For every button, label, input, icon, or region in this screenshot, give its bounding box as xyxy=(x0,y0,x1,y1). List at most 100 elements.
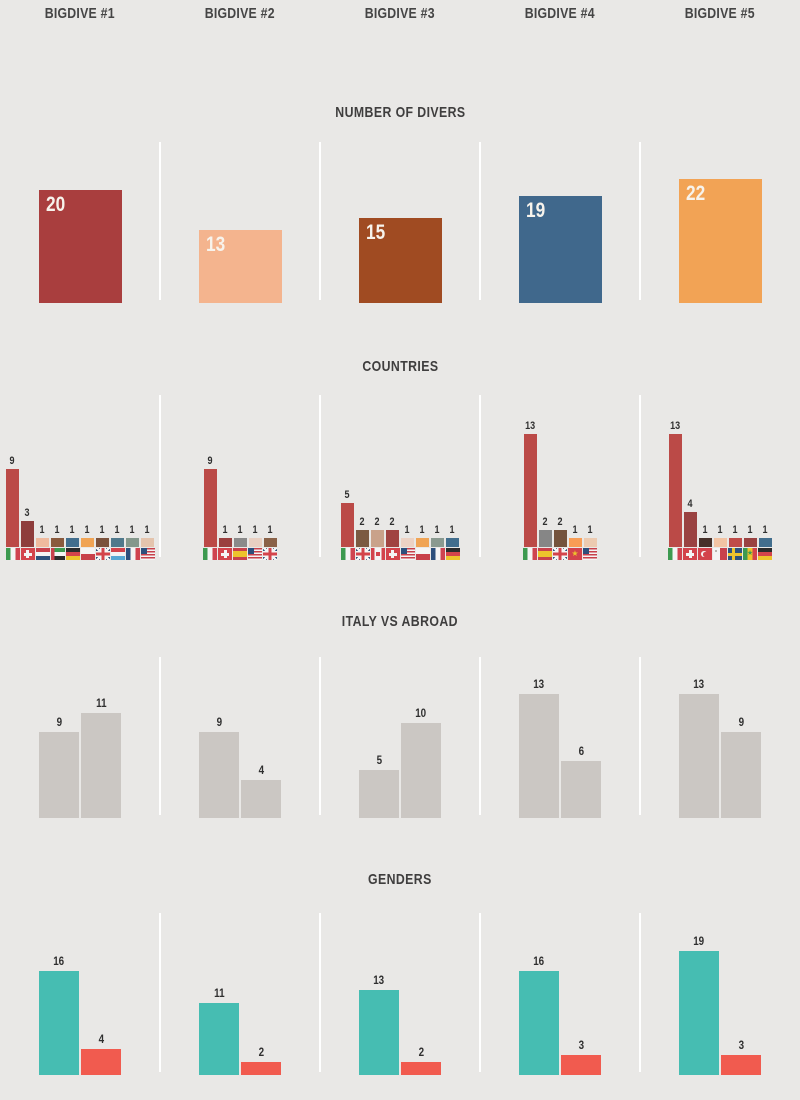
italy-bar xyxy=(199,732,239,818)
gender-series-red-bar xyxy=(721,1055,761,1075)
country-bar xyxy=(698,538,712,547)
divers-value: 13 xyxy=(205,233,225,256)
country-bar-group: 13 xyxy=(523,420,537,560)
country-value: 1 xyxy=(434,524,441,536)
italy-bar-group: 13 xyxy=(679,677,719,818)
country-bar xyxy=(553,530,567,547)
abroad-bar-group: 11 xyxy=(81,696,121,818)
column-cell: 13411111 xyxy=(640,420,800,560)
switzerland-flag-icon xyxy=(218,548,232,560)
country-bar xyxy=(668,434,682,547)
country-bar-group: 1 xyxy=(743,524,757,560)
section-title-italy-vs-abroad: ITALY VS ABROAD xyxy=(0,613,800,630)
country-bar-group: 1 xyxy=(583,524,597,560)
column-divider xyxy=(159,395,161,557)
column-divider xyxy=(639,657,641,815)
gender-series-teal-value: 11 xyxy=(213,986,225,1000)
column-cell: 13 2 xyxy=(320,973,480,1075)
column-divider xyxy=(639,913,641,1072)
germany-flag-icon xyxy=(445,548,460,560)
country-bar-group: 1 xyxy=(218,524,232,560)
country-value: 1 xyxy=(732,524,738,536)
column-header-label: BIGDIVE #2 xyxy=(160,5,320,22)
italy-bar-group: 9 xyxy=(199,715,239,818)
italy-value: 5 xyxy=(376,753,382,767)
italy-flag-icon xyxy=(668,548,682,560)
country-value: 2 xyxy=(374,516,381,528)
country-bar-group: 2 xyxy=(355,516,370,560)
country-bar xyxy=(126,538,139,547)
gender-series-teal-bar-group: 19 xyxy=(679,934,719,1075)
spain-flag-icon xyxy=(233,548,247,560)
country-bar-group: 1 xyxy=(65,524,80,560)
canada-flag-icon xyxy=(370,548,385,560)
united-kingdom-flag-icon xyxy=(95,548,110,560)
country-value: 9 xyxy=(9,455,16,467)
usa-flag-icon xyxy=(140,548,155,560)
switzerland-flag-icon xyxy=(20,548,35,560)
italy-bar-group: 13 xyxy=(519,677,559,818)
united-kingdom-flag-icon xyxy=(553,548,567,560)
country-bar-group: 1 xyxy=(263,524,277,560)
country-value: 1 xyxy=(84,524,91,536)
country-bar-group: 2 xyxy=(538,516,552,560)
france-flag-icon xyxy=(125,548,140,560)
country-bar-group: 1 xyxy=(728,524,742,560)
country-bar xyxy=(416,538,429,547)
country-bar xyxy=(248,538,262,547)
country-bar-group: 1 xyxy=(95,524,110,560)
divers-chart-band: 20 13 15 19 22 xyxy=(0,142,800,303)
country-bar xyxy=(218,538,232,547)
gender-series-red-value: 2 xyxy=(258,1045,264,1059)
country-bar xyxy=(446,538,459,547)
country-bar xyxy=(66,538,79,547)
column-divider xyxy=(639,142,641,300)
country-bar xyxy=(538,530,552,547)
country-bar xyxy=(6,469,19,547)
country-value: 1 xyxy=(144,524,151,536)
column-header-label: BIGDIVE #5 xyxy=(640,5,800,22)
country-bar xyxy=(728,538,742,547)
country-bar-group: 1 xyxy=(110,524,125,560)
country-value: 2 xyxy=(389,516,396,528)
country-bar xyxy=(371,530,384,547)
column-divider xyxy=(639,395,641,557)
country-bar-group: 1 xyxy=(35,524,50,560)
column-cell: 13 6 xyxy=(480,677,640,818)
column-header-text: BIGDIVE #2 xyxy=(204,5,276,22)
section-title-text: COUNTRIES xyxy=(361,358,439,375)
column-divider xyxy=(319,142,321,300)
column-cell: 132211 xyxy=(480,420,640,560)
country-value: 1 xyxy=(252,524,258,536)
column-header-text: BIGDIVE #3 xyxy=(364,5,436,22)
gender-series-teal-bar-group: 11 xyxy=(199,986,239,1075)
column-header-label: BIGDIVE #4 xyxy=(480,5,640,22)
gender-series-teal-value: 16 xyxy=(53,954,65,968)
gender-series-teal-bar-group: 16 xyxy=(519,954,559,1075)
column-header-text: BIGDIVE #4 xyxy=(524,5,596,22)
italy-flag-icon xyxy=(5,548,20,560)
country-bar-group: 1 xyxy=(698,524,712,560)
country-bar xyxy=(81,538,94,547)
column-cell: 16 4 xyxy=(0,954,160,1075)
column-cell: 13 xyxy=(160,230,320,303)
abroad-value: 4 xyxy=(258,763,264,777)
poland-flag-icon xyxy=(415,548,430,560)
divers-bar: 22 xyxy=(678,179,762,303)
country-bar xyxy=(233,538,247,547)
country-bar-group: 1 xyxy=(233,524,247,560)
country-value: 1 xyxy=(572,524,578,536)
divers-value: 22 xyxy=(685,182,705,205)
country-bar-group: 1 xyxy=(758,524,772,560)
column-header-label: BIGDIVE #1 xyxy=(0,5,160,22)
netherlands-flag-icon xyxy=(35,548,50,560)
gender-series-teal-bar xyxy=(359,990,399,1075)
country-bar xyxy=(568,538,582,547)
section-title-text: GENDERS xyxy=(368,871,432,888)
country-bar xyxy=(341,503,354,547)
divers-bar: 13 xyxy=(198,230,282,303)
section-title-number-of-divers: NUMBER OF DIVERS xyxy=(0,104,800,121)
column-header-text: BIGDIVE #5 xyxy=(684,5,756,22)
